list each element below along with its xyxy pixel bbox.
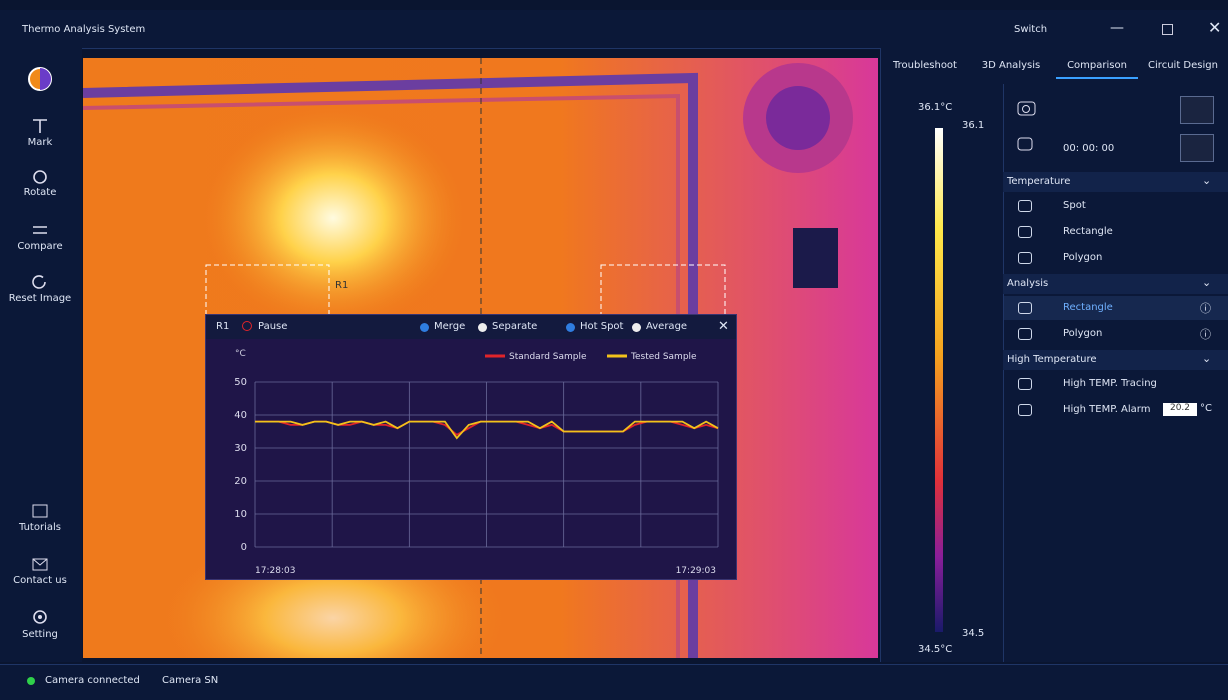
item-icon xyxy=(1018,252,1032,264)
check-off[interactable] xyxy=(632,323,641,332)
x-tick-label: 17:29:03 xyxy=(676,566,716,576)
y-unit: °C xyxy=(235,349,246,359)
switch[interactable]: Switch xyxy=(1014,24,1048,35)
check-on[interactable] xyxy=(566,323,575,332)
contact[interactable]: Contact us xyxy=(0,556,80,586)
video-thumb[interactable] xyxy=(1180,134,1214,162)
y-tick-label: 40 xyxy=(234,410,247,421)
item[interactable]: High TEMP. Alarm xyxy=(1063,404,1151,415)
y-tick-label: 20 xyxy=(234,476,247,487)
mode-merge[interactable]: Merge xyxy=(434,321,466,332)
section-header[interactable]: Analysis xyxy=(1003,274,1228,294)
item-icon xyxy=(1018,200,1032,212)
chevron: ⌄ xyxy=(1202,276,1212,289)
app-title: Thermo Analysis System xyxy=(22,24,146,35)
series-line xyxy=(255,420,719,440)
scale-min: 34.5°C xyxy=(918,644,953,655)
stat-average[interactable]: Average xyxy=(646,321,688,332)
color-scale xyxy=(935,128,943,632)
legend-label: Tested Sample xyxy=(630,352,697,362)
status-dot xyxy=(27,677,35,685)
legend-label: Standard Sample xyxy=(509,352,587,362)
mode-separate[interactable]: Separate xyxy=(492,321,538,332)
divider xyxy=(1003,84,1004,662)
section-header[interactable]: High Temperature xyxy=(1003,350,1228,370)
item-icon xyxy=(1018,226,1032,238)
region-label: R1 xyxy=(335,280,348,291)
item-icon xyxy=(1018,404,1032,416)
tab[interactable]: Circuit Design xyxy=(1148,60,1218,71)
y-tick-label: 30 xyxy=(234,443,247,454)
item-icon xyxy=(1018,378,1032,390)
stat-hotspot[interactable]: Hot Spot xyxy=(580,321,624,332)
x-tick-label: 17:28:03 xyxy=(255,566,295,576)
radio-on[interactable] xyxy=(420,323,429,332)
capture-icons xyxy=(1017,101,1036,151)
tab[interactable]: Troubleshoot xyxy=(893,60,957,71)
sidebar: Mark Rotate Compare Reset Image Tutorial… xyxy=(0,48,82,662)
close[interactable]: ✕ xyxy=(1208,18,1222,37)
y-tick-label: 0 xyxy=(241,542,247,553)
item[interactable]: High TEMP. Tracing xyxy=(1063,378,1157,389)
chevron: ⌄ xyxy=(1202,352,1212,365)
scale-bottom: 34.5 xyxy=(962,628,985,639)
tab[interactable]: Comparison xyxy=(1056,60,1138,79)
item-highlight xyxy=(1004,296,1228,320)
snapshot-thumb[interactable] xyxy=(1180,96,1214,124)
status-bar: Camera connected Camera SN xyxy=(0,664,1228,700)
item[interactable]: Spot xyxy=(1063,200,1086,211)
item[interactable]: Rectangle xyxy=(1063,226,1113,237)
item[interactable]: Rectangle xyxy=(1063,302,1113,313)
pause[interactable]: Pause xyxy=(258,321,288,332)
minimize[interactable]: — xyxy=(1110,20,1124,36)
reset-tool[interactable]: Reset Image xyxy=(0,274,80,304)
section-header[interactable]: Temperature xyxy=(1003,172,1228,192)
record-time: 00: 00: 00 xyxy=(1063,143,1115,154)
y-tick-label: 50 xyxy=(234,377,247,388)
camera-status: Camera connected xyxy=(45,675,140,686)
chevron: ⌄ xyxy=(1202,174,1212,187)
y-tick-label: 10 xyxy=(234,509,247,520)
radio-off[interactable] xyxy=(478,323,487,332)
scale-top: 36.1 xyxy=(962,120,985,131)
scale-max: 36.1°C xyxy=(918,102,953,113)
tutorials[interactable]: Tutorials xyxy=(0,503,80,533)
compare-tool[interactable]: Compare xyxy=(0,222,80,252)
alarm-input[interactable]: 20.2 xyxy=(1163,403,1197,416)
trend-chart: °C 0 10 20 30 40 50 17:28:03 17:29:03 Standard Sa… xyxy=(234,349,719,576)
popup-close[interactable]: ✕ xyxy=(718,319,729,334)
rotate-tool[interactable]: Rotate xyxy=(0,168,80,198)
tab[interactable]: 3D Analysis xyxy=(981,60,1041,71)
alarm-unit: °C xyxy=(1200,403,1212,414)
item-icon xyxy=(1018,302,1032,314)
item[interactable]: Polygon xyxy=(1063,252,1103,263)
item-icon xyxy=(1018,328,1032,340)
mark-tool[interactable]: Mark xyxy=(0,118,80,148)
info-icon: ⓘ xyxy=(1200,328,1211,341)
popup-region: R1 xyxy=(216,321,230,332)
title-bar: Thermo Analysis System Switch — ✕ xyxy=(0,10,1228,49)
setting[interactable]: Setting xyxy=(0,608,80,640)
maximize[interactable] xyxy=(1162,24,1173,35)
logo xyxy=(0,66,80,95)
trend-popup: R1 Pause Merge Separate Hot Spot Average… xyxy=(205,314,737,580)
popup-header xyxy=(206,315,736,339)
info-icon: ⓘ xyxy=(1200,302,1211,315)
pause-icon[interactable] xyxy=(242,321,252,331)
item[interactable]: Polygon xyxy=(1063,328,1103,339)
camera-sn: Camera SN xyxy=(162,675,219,686)
